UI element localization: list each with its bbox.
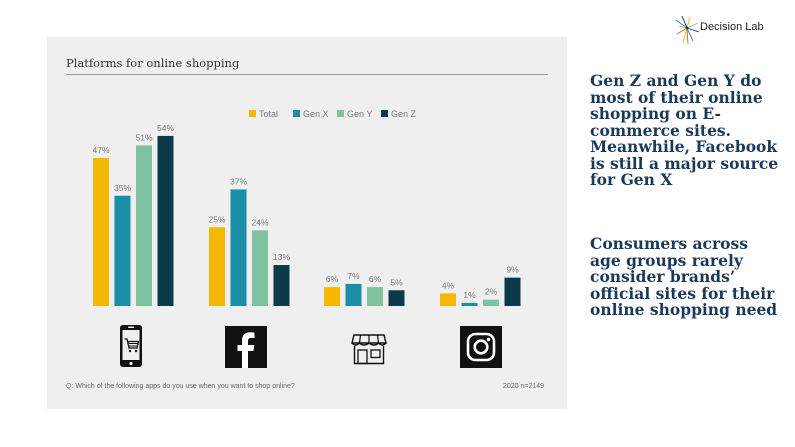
bar-gen-y-e-commerce-app-icon (136, 145, 152, 306)
legend-label: Gen Z (391, 109, 417, 119)
legend-swatch (249, 110, 256, 117)
survey-question: Q: Which of the following apps do you us… (66, 383, 295, 390)
bar-gen-y-instagram-icon (483, 299, 499, 306)
bar-gen-y-shop-icon (367, 287, 383, 306)
decision-lab-logo-icon (675, 15, 700, 45)
data-label: 51% (135, 132, 152, 142)
chart-title: Platforms for online shopping (66, 56, 240, 70)
bar-total-instagram-icon (440, 293, 456, 306)
data-label: 24% (251, 217, 268, 227)
bar-gen-x-facebook-icon (230, 189, 247, 306)
data-label: 25% (208, 214, 225, 224)
bar-gen-z-instagram-icon (504, 277, 521, 306)
bar-gen-x-instagram-icon (461, 302, 478, 306)
data-label: 2% (485, 287, 498, 297)
legend-label: Gen X (303, 109, 329, 119)
legend-swatch (381, 110, 388, 117)
bar-total-e-commerce-app-icon (93, 157, 109, 306)
data-label: 35% (114, 183, 131, 193)
data-label: 37% (230, 176, 247, 186)
data-label: 6% (326, 274, 339, 284)
e-commerce-app-icon (120, 325, 142, 367)
brand-name: Decision Lab (700, 21, 764, 33)
data-label: 47% (92, 145, 109, 155)
bar-gen-y-facebook-icon (252, 230, 268, 306)
legend-swatch (337, 110, 344, 117)
bar-gen-z-e-commerce-app-icon (157, 135, 174, 306)
legend-label: Total (259, 109, 278, 119)
data-label: 54% (157, 123, 174, 133)
bar-gen-x-shop-icon (345, 283, 362, 306)
title-divider (66, 74, 548, 75)
bar-total-facebook-icon (209, 227, 225, 306)
bar-total-shop-icon (324, 287, 340, 306)
bar-gen-x-e-commerce-app-icon (114, 195, 131, 306)
bar-gen-z-facebook-icon (273, 265, 290, 306)
shop-icon (351, 334, 387, 365)
sample-size: 2020 n=2149 (503, 383, 545, 390)
data-label: 7% (347, 271, 360, 281)
headline-secondary: Consumers across age groups rarely consi… (590, 234, 778, 319)
data-label: 6% (369, 274, 382, 284)
data-label: 13% (273, 252, 290, 262)
instagram-icon (460, 326, 502, 368)
data-label: 1% (463, 290, 476, 300)
data-label: 9% (506, 265, 519, 275)
legend-label: Gen Y (347, 109, 372, 119)
data-label: 4% (442, 280, 455, 290)
legend-swatch (293, 110, 300, 117)
headline-primary: Gen Z and Gen Y do most of their online … (590, 71, 779, 189)
data-label: 5% (390, 277, 403, 287)
brand-logo: Decision Lab (674, 14, 784, 46)
bar-gen-z-shop-icon (388, 290, 405, 306)
facebook-icon (225, 326, 267, 368)
